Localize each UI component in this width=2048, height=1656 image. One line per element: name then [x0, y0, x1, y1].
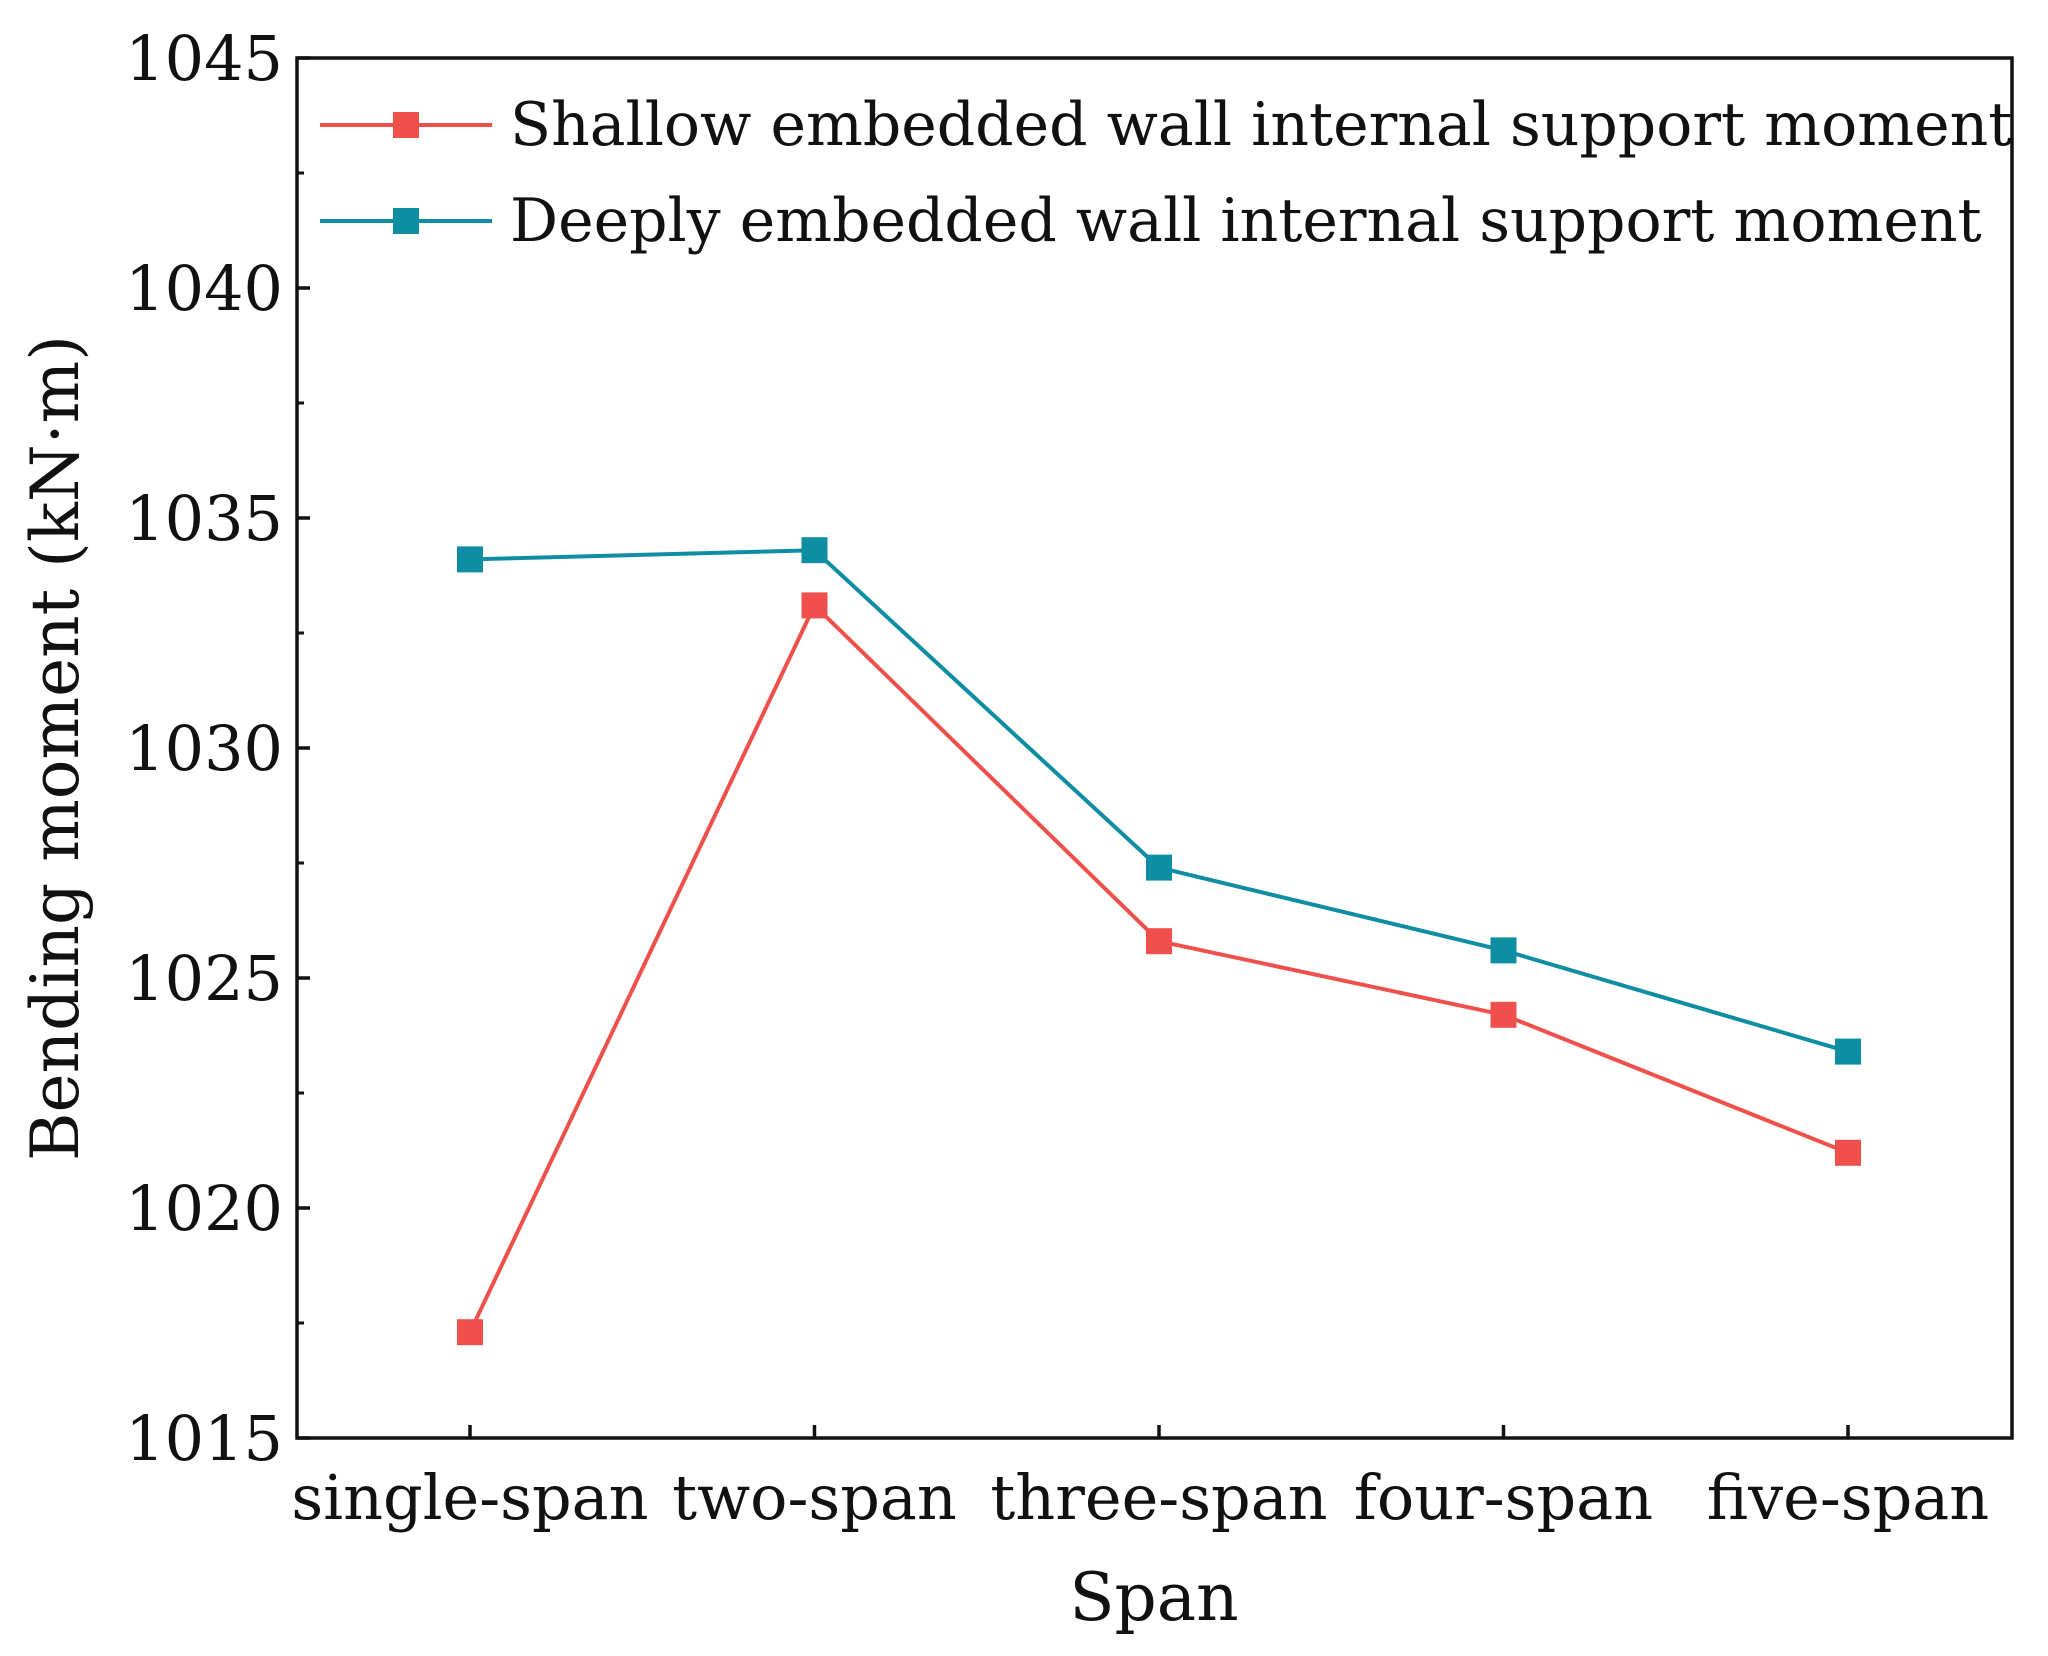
- y-tick-label: 1025: [125, 942, 283, 1015]
- series-1-point: [801, 537, 828, 564]
- y-tick-label: 1035: [125, 482, 283, 555]
- y-axis: 1015 1020 1025 1030 1035 1040 1045: [125, 22, 310, 1475]
- x-tick-label: single-span: [291, 1461, 648, 1534]
- series-1-point: [1490, 937, 1517, 964]
- series-layer: [457, 537, 1861, 1346]
- legend: Shallow embedded wall internal support m…: [320, 90, 2012, 256]
- x-tick-label: two-span: [672, 1461, 957, 1534]
- y-tick-label: 1040: [125, 252, 283, 325]
- x-axis: single-span two-span three-span four-span fi…: [291, 1425, 1989, 1534]
- x-axis-title: Span: [1069, 1559, 1238, 1636]
- series-0-point: [457, 1319, 483, 1346]
- legend-label-1: Deeply embedded wall internal support mo…: [510, 186, 1982, 256]
- series-0-point: [801, 592, 828, 619]
- y-tick-label: 1030: [125, 712, 283, 785]
- series-0-point: [1146, 928, 1172, 955]
- x-tick-label: three-span: [990, 1461, 1327, 1534]
- series-0-point: [1490, 1001, 1517, 1028]
- legend-marker-1: [393, 208, 419, 234]
- x-tick-label: five-span: [1707, 1461, 1989, 1534]
- y-axis-title: Bending moment (kN·m): [17, 335, 94, 1161]
- y-tick-label: 1045: [125, 22, 283, 95]
- y-tick-label: 1015: [125, 1402, 283, 1475]
- x-tick-label: four-span: [1354, 1461, 1653, 1534]
- legend-marker-0: [393, 112, 419, 138]
- y-tick-label: 1020: [125, 1172, 283, 1245]
- series-0-point: [1835, 1139, 1861, 1166]
- legend-label-0: Shallow embedded wall internal support m…: [510, 90, 2012, 160]
- series-1-point: [457, 546, 483, 573]
- series-1-point: [1146, 854, 1172, 881]
- series-1-point: [1835, 1038, 1861, 1065]
